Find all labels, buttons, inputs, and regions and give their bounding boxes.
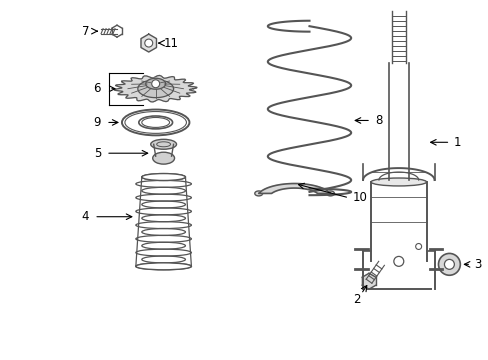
Polygon shape [362,273,375,289]
Text: 8: 8 [374,114,382,127]
Text: 3: 3 [473,258,481,271]
Ellipse shape [152,152,174,164]
Text: 9: 9 [93,116,101,129]
Text: 7: 7 [81,24,89,38]
Polygon shape [114,76,197,102]
Ellipse shape [142,174,185,180]
Text: 6: 6 [93,82,101,95]
Circle shape [144,39,152,47]
Polygon shape [258,184,330,193]
Circle shape [438,253,459,275]
Circle shape [151,80,160,88]
Ellipse shape [150,139,176,149]
Text: 10: 10 [352,192,367,204]
Ellipse shape [254,191,262,196]
Ellipse shape [370,178,426,186]
Text: 1: 1 [452,136,460,149]
Text: 5: 5 [94,147,101,160]
Polygon shape [138,80,173,98]
Polygon shape [141,34,156,52]
Ellipse shape [136,263,191,270]
Text: 4: 4 [81,210,89,223]
Text: 11: 11 [163,37,178,50]
Text: 2: 2 [353,293,360,306]
Polygon shape [145,78,165,89]
Ellipse shape [326,191,334,196]
Circle shape [444,260,453,269]
